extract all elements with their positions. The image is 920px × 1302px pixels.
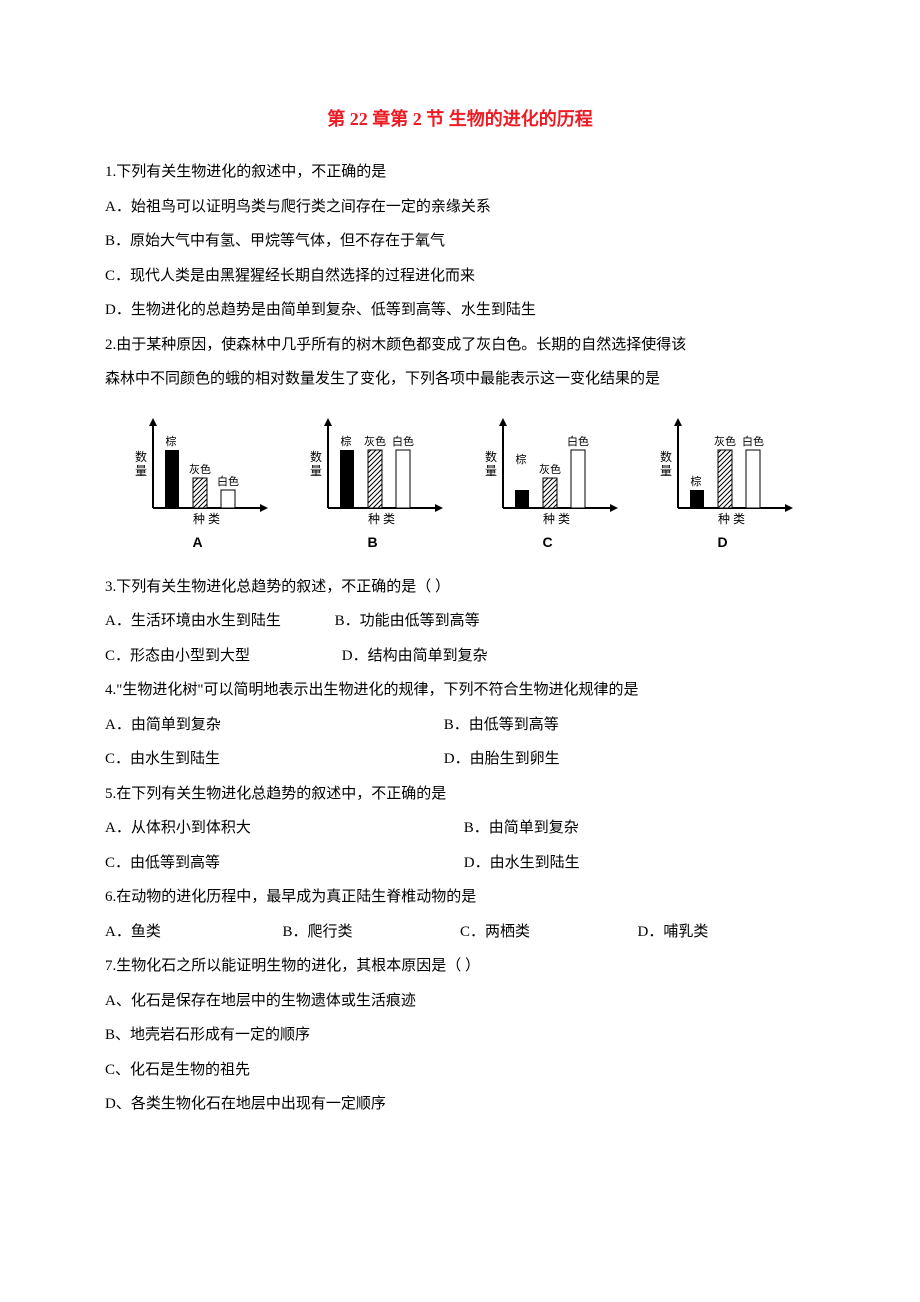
q3-opts-ab: A．生活环境由水生到陆生 B．功能由低等到高等: [105, 604, 815, 639]
q1-opt-c: C．现代人类是由黑猩猩经长期自然选择的过程进化而来: [105, 259, 815, 294]
q3-opt-b: B．功能由低等到高等: [335, 604, 480, 639]
q2-stem-2: 森林中不同颜色的蛾的相对数量发生了变化，下列各项中最能表示这一变化结果的是: [105, 362, 815, 397]
q5-opt-b: B．由简单到复杂: [464, 811, 579, 846]
q4-opts-cd: C．由水生到陆生 D．由胎生到卵生: [105, 742, 815, 777]
q4-opt-b: B．由低等到高等: [444, 708, 559, 743]
q5-opt-a: A．从体积小到体积大: [105, 811, 410, 846]
q5-opt-c: C．由低等到高等: [105, 846, 410, 881]
q7-opt-d: D、各类生物化石在地层中出现有一定顺序: [105, 1087, 815, 1122]
svg-text:量: 量: [310, 464, 322, 478]
svg-text:数: 数: [310, 449, 322, 464]
q4-stem: 4."生物进化树"可以简明地表示出生物进化的规律，下列不符合生物进化规律的是: [105, 673, 815, 708]
chart-a: 棕 灰色 白色 数 量 种 类 A: [123, 413, 273, 550]
svg-text:白色: 白色: [742, 434, 764, 448]
q3-opts-cd: C．形态由小型到大型 D．结构由简单到复杂: [105, 639, 815, 674]
q7-opt-b: B、地壳岩石形成有一定的顺序: [105, 1018, 815, 1053]
q5-opt-d: D．由水生到陆生: [464, 846, 580, 881]
chart-d-label: D: [648, 534, 798, 550]
chart-d-svg: 棕 灰色 白色 数 量 种 类: [648, 413, 798, 528]
q4-opt-c: C．由水生到陆生: [105, 742, 390, 777]
q6-opts: A．鱼类 B．爬行类 C．两栖类 D．哺乳类: [105, 915, 815, 950]
q5-opts-cd: C．由低等到高等 D．由水生到陆生: [105, 846, 815, 881]
svg-text:灰色: 灰色: [714, 434, 736, 448]
q3-opt-c: C．形态由小型到大型: [105, 639, 250, 674]
q6-opt-d: D．哺乳类: [638, 915, 816, 950]
chart-c: 棕 灰色 白色 数 量 种 类 C: [473, 413, 623, 550]
charts-container: 棕 灰色 白色 数 量 种 类 A 棕 灰色 白色: [105, 413, 815, 550]
q3-stem: 3.下列有关生物进化总趋势的叙述，不正确的是（ ）: [105, 570, 815, 605]
q4-opts-ab: A．由简单到复杂 B．由低等到高等: [105, 708, 815, 743]
q5-stem: 5.在下列有关生物进化总趋势的叙述中，不正确的是: [105, 777, 815, 812]
q7-stem: 7.生物化石之所以能证明生物的进化，其根本原因是（ ）: [105, 949, 815, 984]
svg-text:种 类: 种 类: [368, 512, 395, 526]
chart-a-label: A: [123, 534, 273, 550]
q7-opt-c: C、化石是生物的祖先: [105, 1053, 815, 1088]
q4-opt-a: A．由简单到复杂: [105, 708, 390, 743]
page-title: 第 22 章第 2 节 生物的进化的历程: [105, 105, 815, 131]
q6-opt-b: B．爬行类: [283, 915, 461, 950]
q1-opt-d: D．生物进化的总趋势是由简单到复杂、低等到高等、水生到陆生: [105, 293, 815, 328]
chart-d: 棕 灰色 白色 数 量 种 类 D: [648, 413, 798, 550]
q3-opt-d: D．结构由简单到复杂: [342, 639, 488, 674]
q3-opt-a: A．生活环境由水生到陆生: [105, 604, 281, 639]
svg-text:种 类: 种 类: [193, 512, 220, 526]
chart-c-label: C: [473, 534, 623, 550]
svg-text:灰色: 灰色: [539, 462, 561, 476]
svg-text:白色: 白色: [567, 434, 589, 448]
q6-opt-c: C．两栖类: [460, 915, 638, 950]
svg-text:棕: 棕: [165, 434, 176, 448]
svg-text:量: 量: [135, 464, 147, 478]
svg-text:棕: 棕: [690, 474, 701, 488]
chart-b-label: B: [298, 534, 448, 550]
svg-text:灰色: 灰色: [189, 462, 211, 476]
q6-opt-a: A．鱼类: [105, 915, 283, 950]
svg-text:白色: 白色: [217, 474, 239, 488]
q5-opts-ab: A．从体积小到体积大 B．由简单到复杂: [105, 811, 815, 846]
q1-stem: 1.下列有关生物进化的叙述中，不正确的是: [105, 155, 815, 190]
svg-text:种 类: 种 类: [543, 512, 570, 526]
q7-opt-a: A、化石是保存在地层中的生物遗体或生活痕迹: [105, 984, 815, 1019]
svg-text:棕: 棕: [340, 434, 351, 448]
chart-c-svg: 棕 灰色 白色 数 量 种 类: [473, 413, 623, 528]
svg-text:量: 量: [485, 464, 497, 478]
chart-a-svg: 棕 灰色 白色 数 量 种 类: [123, 413, 273, 528]
svg-text:量: 量: [660, 464, 672, 478]
q2-stem-1: 2.由于某种原因，使森林中几乎所有的树木颜色都变成了灰白色。长期的自然选择使得该: [105, 328, 815, 363]
q1-opt-b: B．原始大气中有氢、甲烷等气体，但不存在于氧气: [105, 224, 815, 259]
svg-text:棕: 棕: [515, 452, 526, 466]
svg-text:灰色: 灰色: [364, 434, 386, 448]
svg-text:数: 数: [135, 449, 147, 464]
q1-opt-a: A．始祖鸟可以证明鸟类与爬行类之间存在一定的亲缘关系: [105, 190, 815, 225]
svg-text:白色: 白色: [392, 434, 414, 448]
chart-b-svg: 棕 灰色 白色 数 量 种 类: [298, 413, 448, 528]
q4-opt-d: D．由胎生到卵生: [444, 742, 560, 777]
svg-text:种 类: 种 类: [718, 512, 745, 526]
chart-b: 棕 灰色 白色 数 量 种 类 B: [298, 413, 448, 550]
svg-text:数: 数: [485, 449, 497, 464]
q6-stem: 6.在动物的进化历程中，最早成为真正陆生脊椎动物的是: [105, 880, 815, 915]
svg-text:数: 数: [660, 449, 672, 464]
